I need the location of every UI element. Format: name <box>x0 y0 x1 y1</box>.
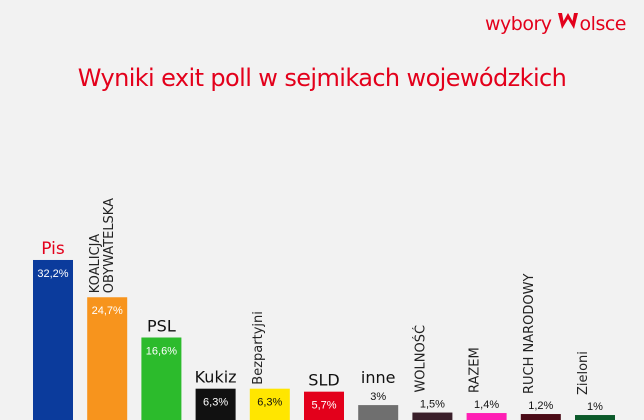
category-label-line: OBYWATELSKA <box>102 198 117 293</box>
bar-zieloni <box>575 415 615 420</box>
category-label-pis: Pis <box>41 239 65 259</box>
value-label-inne: 3% <box>370 391 386 403</box>
category-label-ruch-narodowy: RUCH NARODOWY <box>522 274 537 395</box>
category-label-wolnosc: WOLNOŚĆ <box>412 325 428 393</box>
category-label-line: Bezpartyjni <box>251 311 266 385</box>
value-label-zieloni: 1% <box>587 401 603 413</box>
bar-ruch-narodowy <box>520 414 561 420</box>
category-label-inne: inne <box>361 368 396 387</box>
value-label-ruch-narodowy: 1,2% <box>528 400 553 412</box>
value-label-pis: 32,2% <box>37 268 68 280</box>
value-label-sld: 5,7% <box>311 400 336 412</box>
bar-pis <box>33 259 73 420</box>
category-label-sld: SLD <box>308 371 339 390</box>
value-label-kukiz: 6,3% <box>203 397 228 409</box>
category-label-zieloni: Zieloni <box>576 351 591 395</box>
category-label-line: RUCH NARODOWY <box>522 274 537 395</box>
bar-sld <box>304 391 344 420</box>
category-label-line: KOALICJA <box>88 234 103 293</box>
category-label-line: Zieloni <box>576 351 591 395</box>
bar-psl <box>141 337 182 420</box>
category-label-psl: PSL <box>147 317 176 336</box>
value-label-koalicja-obywatelska: 24,7% <box>92 305 123 317</box>
category-label-bezpartyjni: Bezpartyjni <box>251 311 266 385</box>
bar-kukiz <box>195 388 236 420</box>
brand-logo[interactable]: wybory olsce <box>485 12 626 35</box>
chart-title: Wyniki exit poll w sejmikach wojewódzkic… <box>77 64 567 92</box>
bar-inne <box>358 405 399 420</box>
bar-wolnosc <box>412 412 453 420</box>
w-logo-icon <box>557 12 579 35</box>
category-label-razem: RAZEM <box>468 347 483 393</box>
logo-text-wybory: wybory <box>485 12 552 35</box>
value-label-bezpartyjni: 6,3% <box>257 397 282 409</box>
logo-text-polsce: olsce <box>579 12 627 35</box>
bar-koalicja-obywatelska <box>87 297 128 420</box>
value-label-wolnosc: 1,5% <box>420 399 445 411</box>
bar-razem <box>466 413 507 420</box>
category-label-kukiz: Kukiz <box>195 368 237 387</box>
category-label-line: RAZEM <box>468 347 483 393</box>
bar-bezpartyjni <box>249 388 290 420</box>
category-label-line: WOLNOŚĆ <box>412 325 428 393</box>
value-label-razem: 1,4% <box>474 399 499 411</box>
category-label-koalicja-obywatelska: KOALICJA OBYWATELSKA <box>88 198 117 293</box>
value-label-psl: 16,6% <box>146 346 177 358</box>
